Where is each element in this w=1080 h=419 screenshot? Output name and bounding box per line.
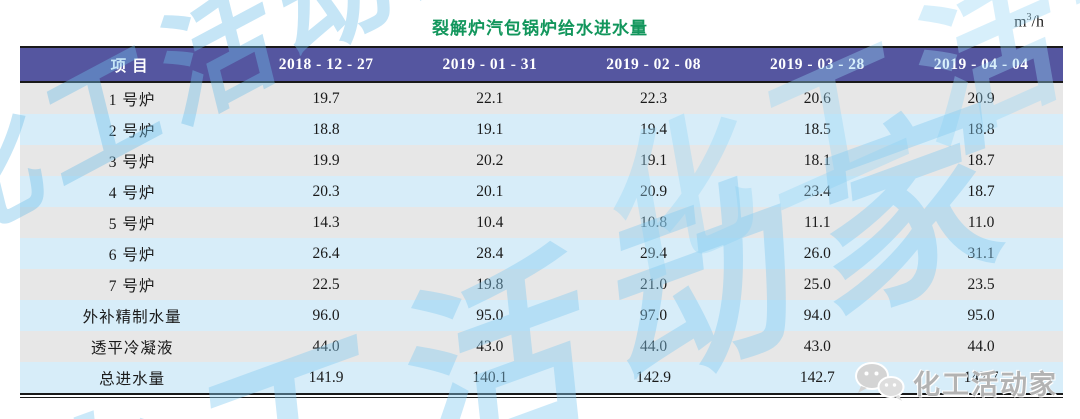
data-cell: 26.0 — [803, 244, 831, 262]
data-cell: 20.6 — [803, 89, 831, 107]
row-label: 透平冷凝液 — [90, 339, 174, 357]
data-cell: 95.0 — [476, 306, 504, 324]
data-cell: 97.0 — [640, 306, 668, 324]
data-cell: 19.1 — [476, 120, 504, 138]
row-label: 1 号炉 — [108, 91, 156, 109]
table-row: 3 号炉 19.9 20.2 19.1 18.1 18.7 — [20, 145, 1063, 176]
table-wrap: 项目 2018 - 12 - 27 2019 - 01 - 31 2019 - 02 … — [20, 46, 1063, 398]
data-cell: 20.9 — [967, 89, 995, 107]
data-cell: 23.5 — [967, 275, 995, 293]
header-cell-date: 2019 - 04 - 04 — [933, 55, 1029, 73]
table-row: 外补精制水量 96.0 95.0 97.0 94.0 95.0 — [20, 300, 1063, 331]
table-row: 2 号炉 18.8 19.1 19.4 18.5 18.8 — [20, 114, 1063, 145]
title-bar: 裂解炉汽包锅炉给水进水量 m3/h — [0, 0, 1080, 46]
data-cell: 11.1 — [804, 213, 831, 231]
data-cell: 23.4 — [803, 182, 831, 200]
row-label: 总进水量 — [99, 370, 166, 388]
data-cell: 18.1 — [803, 151, 831, 169]
data-cell: 18.5 — [803, 120, 831, 138]
row-label: 3 号炉 — [108, 153, 156, 171]
data-cell: 142.7 — [799, 368, 835, 386]
data-cell: 19.1 — [640, 151, 668, 169]
data-cell: 26.4 — [312, 244, 340, 262]
data-cell: 10.8 — [640, 213, 668, 231]
data-cell: 19.9 — [312, 151, 340, 169]
data-cell: 20.9 — [640, 182, 668, 200]
header-row: 项目 2018 - 12 - 27 2019 - 01 - 31 2019 - 02 … — [20, 47, 1063, 82]
unit-per: /h — [1031, 13, 1044, 31]
data-cell: 31.1 — [967, 244, 995, 262]
data-cell: 18.8 — [312, 120, 340, 138]
data-cell: 22.1 — [476, 89, 504, 107]
table-row: 6 号炉 26.4 28.4 29.4 26.0 31.1 — [20, 238, 1063, 269]
data-cell: 142.9 — [636, 368, 672, 386]
header-cell-date: 2018 - 12 - 27 — [278, 55, 374, 73]
unit-label: m3/h — [1014, 12, 1044, 31]
data-cell: 14.3 — [312, 213, 340, 231]
header-cell-date: 2019 - 03 - 28 — [769, 55, 865, 73]
data-cell: 96.0 — [312, 306, 340, 324]
unit-base: m — [1014, 13, 1027, 31]
data-cell: 95.0 — [967, 306, 995, 324]
data-cell: 18.7 — [967, 182, 995, 200]
data-cell: 10.4 — [476, 213, 504, 231]
data-cell: 44.0 — [312, 337, 340, 355]
table-row: 4 号炉 20.3 20.1 20.9 23.4 18.7 — [20, 176, 1063, 207]
data-cell: 22.5 — [312, 275, 340, 293]
row-label: 6 号炉 — [108, 246, 156, 264]
table-row: 7 号炉 22.5 19.8 21.0 25.0 23.5 — [20, 269, 1063, 300]
table-row: 5 号炉 14.3 10.4 10.8 11.1 11.0 — [20, 207, 1063, 238]
header-cell-date: 2019 - 01 - 31 — [442, 55, 538, 73]
table-row: 透平冷凝液 44.0 43.0 44.0 43.0 44.0 — [20, 331, 1063, 362]
data-cell: 140.1 — [472, 368, 508, 386]
brand-logo-text: 化工活动家 — [913, 369, 1058, 400]
data-cell: 19.4 — [640, 120, 668, 138]
data-cell: 28.4 — [476, 244, 504, 262]
data-cell: 44.0 — [967, 337, 995, 355]
table-title: 裂解炉汽包锅炉给水进水量 — [432, 19, 648, 38]
table-row: 1 号炉 19.7 22.1 22.3 20.6 20.9 — [20, 82, 1063, 114]
data-cell: 43.0 — [803, 337, 831, 355]
row-label: 2 号炉 — [108, 122, 156, 140]
data-cell: 19.8 — [476, 275, 504, 293]
data-cell: 11.0 — [967, 213, 995, 231]
data-cell: 22.3 — [640, 89, 668, 107]
brand-logo: 化工活动家 — [853, 361, 1058, 403]
data-cell: 25.0 — [803, 275, 831, 293]
table-body: 1 号炉 19.7 22.1 22.3 20.6 20.9 2 号炉 18.8 19.1 19.4… — [20, 82, 1063, 394]
data-cell: 44.0 — [640, 337, 668, 355]
row-label: 4 号炉 — [108, 184, 156, 202]
data-cell: 43.0 — [476, 337, 504, 355]
data-cell: 94.0 — [803, 306, 831, 324]
data-cell: 20.1 — [476, 182, 504, 200]
row-label: 7 号炉 — [108, 277, 156, 295]
data-cell: 20.3 — [312, 182, 340, 200]
data-cell: 21.0 — [640, 275, 668, 293]
header-cell-date: 2019 - 02 - 08 — [606, 55, 702, 73]
data-cell: 20.2 — [476, 151, 504, 169]
data-cell: 18.7 — [967, 151, 995, 169]
data-cell: 19.7 — [312, 89, 340, 107]
data-cell: 29.4 — [640, 244, 668, 262]
wechat-icon — [855, 362, 905, 401]
data-cell: 142.7 — [963, 368, 999, 386]
data-cell: 18.8 — [967, 120, 995, 138]
unit-exponent: 3 — [1026, 12, 1032, 23]
feed-water-table: 项目 2018 - 12 - 27 2019 - 01 - 31 2019 - 02 … — [20, 46, 1063, 395]
row-label: 5 号炉 — [108, 215, 156, 233]
row-label: 外补精制水量 — [82, 308, 182, 326]
header-cell-item: 项目 — [110, 57, 154, 75]
data-cell: 141.9 — [308, 368, 344, 386]
